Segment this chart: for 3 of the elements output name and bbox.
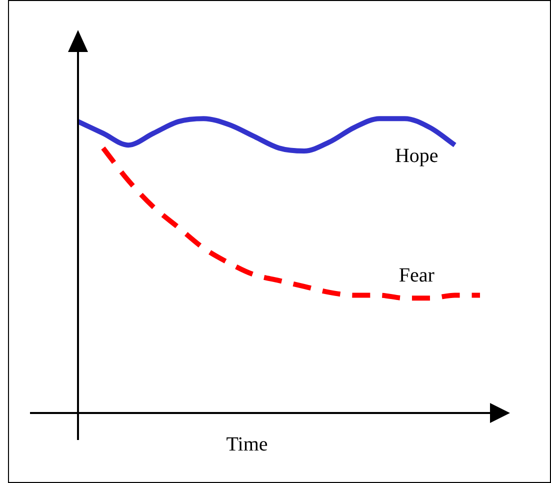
series-label: Hope bbox=[394, 144, 438, 167]
series-label: Fear bbox=[398, 264, 435, 286]
x-axis-title: Time bbox=[226, 433, 268, 456]
